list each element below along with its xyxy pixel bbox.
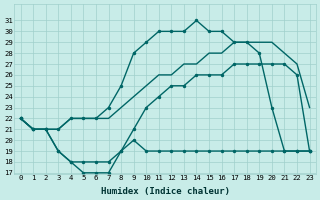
X-axis label: Humidex (Indice chaleur): Humidex (Indice chaleur) [100,187,229,196]
